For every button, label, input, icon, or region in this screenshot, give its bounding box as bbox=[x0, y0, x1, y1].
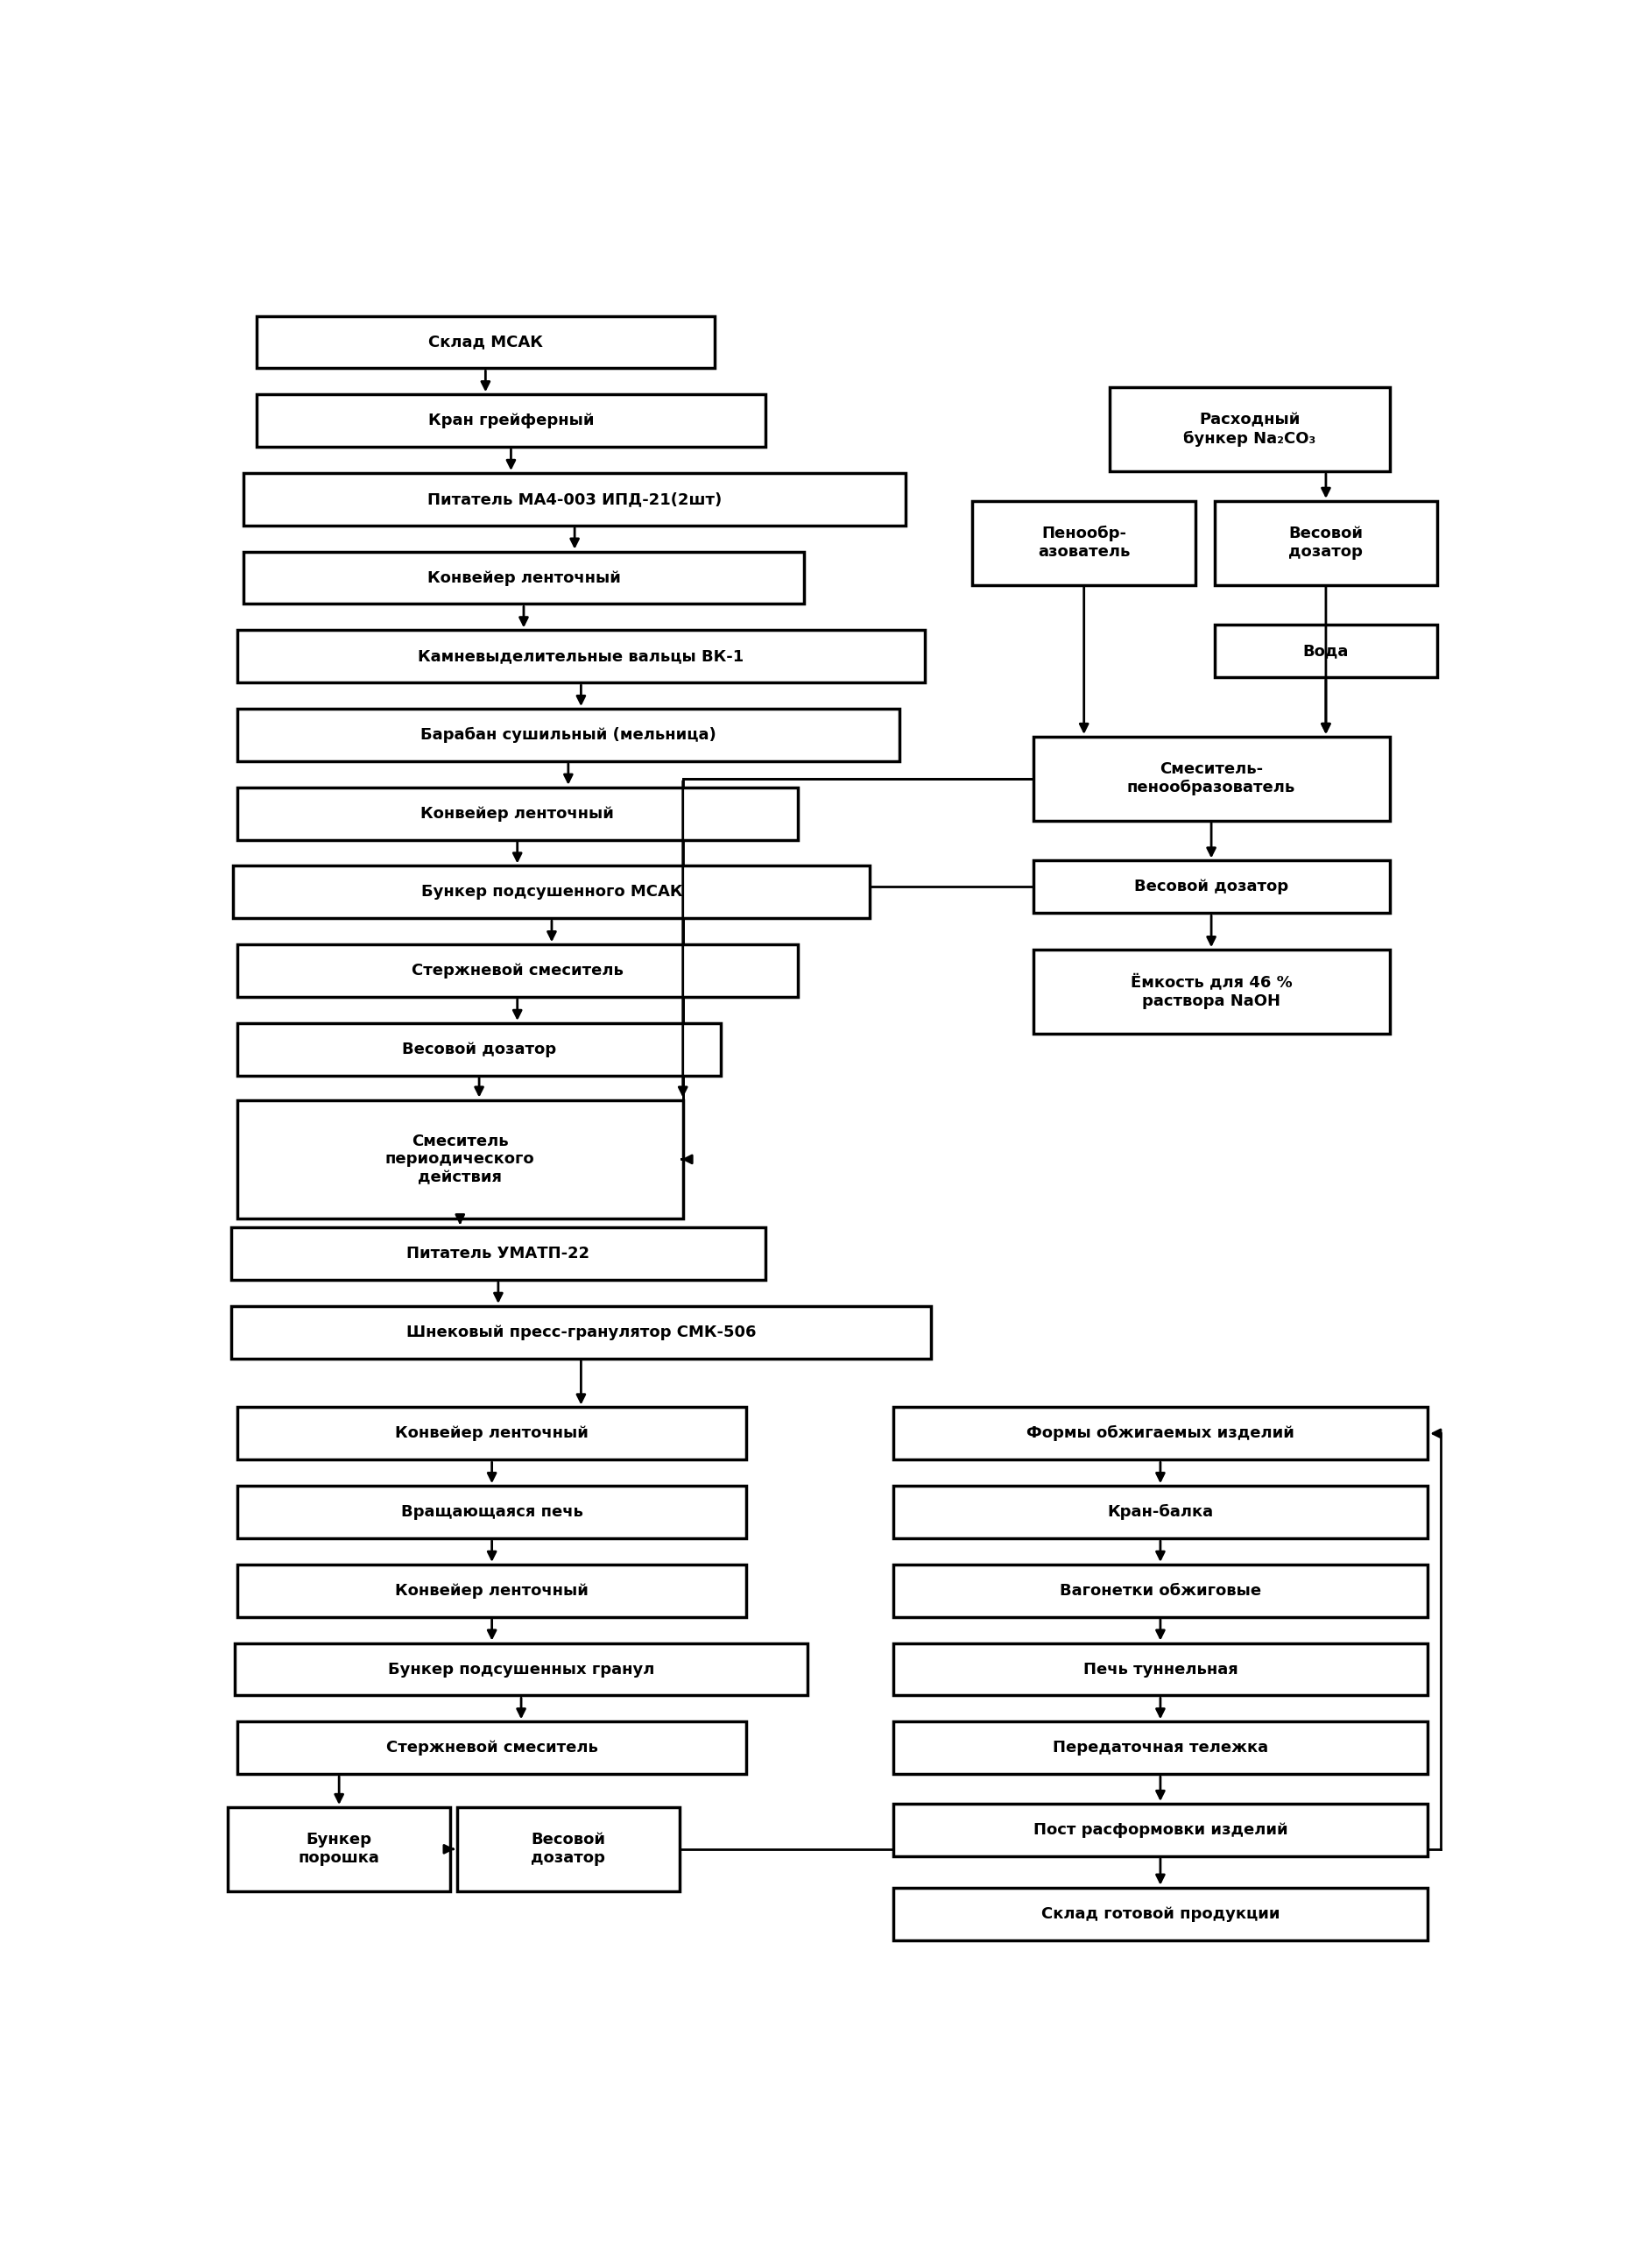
Bar bbox=[237, 631, 925, 683]
Bar bbox=[256, 315, 715, 367]
Text: Стержневой смеситель: Стержневой смеситель bbox=[411, 964, 623, 978]
Bar bbox=[230, 1306, 932, 1359]
Bar bbox=[237, 1486, 746, 1538]
Bar bbox=[243, 474, 905, 526]
Text: Камневыделительные вальцы ВК-1: Камневыделительные вальцы ВК-1 bbox=[417, 649, 744, 665]
Text: Конвейер ленточный: Конвейер ленточный bbox=[396, 1583, 588, 1599]
Bar bbox=[237, 1721, 746, 1774]
Bar bbox=[1214, 626, 1438, 678]
Text: Бункер
порошка: Бункер порошка bbox=[299, 1833, 380, 1867]
Bar bbox=[237, 1565, 746, 1617]
Text: Формы обжигаемых изделий: Формы обжигаемых изделий bbox=[1027, 1427, 1295, 1442]
Bar bbox=[237, 943, 797, 998]
Bar bbox=[1033, 950, 1390, 1034]
Bar bbox=[237, 708, 899, 762]
Text: Вращающаяся печь: Вращающаяся печь bbox=[401, 1504, 583, 1520]
Text: Кран-балка: Кран-балка bbox=[1107, 1504, 1214, 1520]
Text: Барабан сушильный (мельница): Барабан сушильный (мельница) bbox=[421, 728, 716, 744]
Bar bbox=[894, 1406, 1428, 1461]
Text: Пенообр-
азователь: Пенообр- азователь bbox=[1038, 526, 1130, 560]
Text: Питатель УМАТП-22: Питатель УМАТП-22 bbox=[407, 1245, 590, 1261]
Bar bbox=[973, 501, 1196, 585]
Text: Стержневой смеситель: Стержневой смеситель bbox=[386, 1740, 598, 1755]
Text: Ёмкость для 46 %
раствора NaOH: Ёмкость для 46 % раствора NaOH bbox=[1130, 975, 1291, 1009]
Text: Смеситель-
пенообразователь: Смеситель- пенообразователь bbox=[1127, 762, 1295, 796]
Text: Конвейер ленточный: Конвейер ленточный bbox=[396, 1427, 588, 1442]
Text: Печь туннельная: Печь туннельная bbox=[1083, 1662, 1237, 1676]
Text: Весовой
дозатор: Весовой дозатор bbox=[531, 1833, 606, 1867]
Text: Склад МСАК: Склад МСАК bbox=[429, 333, 542, 349]
Bar bbox=[894, 1803, 1428, 1855]
Bar bbox=[1033, 860, 1390, 914]
Bar bbox=[894, 1486, 1428, 1538]
Bar bbox=[1214, 501, 1438, 585]
Text: Конвейер ленточный: Конвейер ленточный bbox=[421, 805, 614, 821]
Text: Весовой
дозатор: Весовой дозатор bbox=[1288, 526, 1364, 560]
Bar bbox=[894, 1565, 1428, 1617]
Text: Бункер подсушенных гранул: Бункер подсушенных гранул bbox=[388, 1662, 654, 1676]
Text: Питатель МА4-003 ИПД-21(2шт): Питатель МА4-003 ИПД-21(2шт) bbox=[427, 492, 721, 508]
Bar bbox=[256, 395, 766, 447]
Bar bbox=[457, 1808, 680, 1892]
Bar bbox=[235, 1642, 808, 1696]
Text: Весовой дозатор: Весовой дозатор bbox=[403, 1041, 557, 1057]
Bar bbox=[228, 1808, 450, 1892]
Bar bbox=[237, 1023, 721, 1075]
Bar bbox=[243, 551, 803, 603]
Text: Бункер подсушенного МСАК: Бункер подсушенного МСАК bbox=[421, 885, 682, 900]
Text: Склад готовой продукции: Склад готовой продукции bbox=[1042, 1905, 1280, 1921]
Bar bbox=[894, 1887, 1428, 1939]
Bar bbox=[237, 1406, 746, 1461]
Text: Смеситель
периодического
действия: Смеситель периодического действия bbox=[386, 1134, 534, 1186]
Bar bbox=[894, 1642, 1428, 1696]
Text: Вагонетки обжиговые: Вагонетки обжиговые bbox=[1060, 1583, 1262, 1599]
Text: Весовой дозатор: Весовой дозатор bbox=[1134, 880, 1288, 896]
Text: Передаточная тележка: Передаточная тележка bbox=[1053, 1740, 1268, 1755]
Text: Пост расформовки изделий: Пост расформовки изделий bbox=[1033, 1821, 1288, 1837]
Text: Кран грейферный: Кран грейферный bbox=[427, 413, 595, 429]
Bar bbox=[233, 866, 871, 919]
Bar bbox=[1033, 737, 1390, 821]
Text: Вода: Вода bbox=[1303, 644, 1349, 660]
Text: Конвейер ленточный: Конвейер ленточный bbox=[427, 569, 621, 585]
Bar bbox=[894, 1721, 1428, 1774]
Bar bbox=[237, 1100, 683, 1218]
Bar bbox=[1109, 388, 1390, 472]
Text: Расходный
бункер Na₂CO₃: Расходный бункер Na₂CO₃ bbox=[1183, 413, 1316, 447]
Bar bbox=[230, 1227, 766, 1279]
Bar bbox=[237, 787, 797, 839]
Text: Шнековый пресс-гранулятор СМК-506: Шнековый пресс-гранулятор СМК-506 bbox=[406, 1325, 756, 1340]
